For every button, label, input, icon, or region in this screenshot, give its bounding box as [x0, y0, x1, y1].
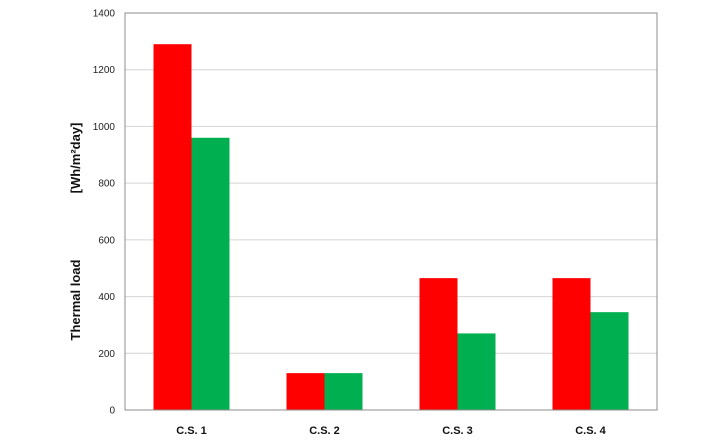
y-tick-label: 800	[98, 179, 115, 190]
bar-series-1	[153, 44, 192, 410]
x-tick-label: C.S. 4	[575, 425, 606, 437]
plot-area-border	[124, 12, 658, 411]
x-axis-ticks: C.S. 1 C.S. 2 C.S. 3 C.S. 4	[176, 425, 606, 437]
bar-series-2	[590, 312, 629, 410]
y-tick-label: 0	[109, 406, 115, 417]
bar-series-2	[191, 137, 230, 410]
y-axis-unit-label: [Wh/m²day]	[68, 123, 83, 194]
y-tick-label: 200	[98, 349, 115, 360]
y-axis-label: Thermal load	[68, 259, 83, 340]
x-tick-label: C.S. 3	[442, 425, 473, 437]
bar-series-2	[324, 373, 363, 410]
y-tick-label: 1000	[93, 122, 116, 133]
bars	[153, 44, 629, 410]
y-axis-unit: [Wh/m²day]	[68, 123, 83, 194]
y-axis-title: Thermal load	[68, 259, 83, 340]
y-tick-label: 400	[98, 292, 115, 303]
bar-series-2	[457, 333, 496, 410]
y-tick-label: 1400	[93, 9, 116, 20]
bar-series-1	[419, 278, 458, 410]
x-tick-label: C.S. 1	[176, 425, 207, 437]
y-axis-ticks: 0 200 400 600 800 1000 1200 1400	[93, 9, 116, 417]
y-tick-label: 1200	[93, 65, 116, 76]
x-tick-label: C.S. 2	[309, 425, 340, 437]
y-tick-label: 600	[98, 235, 115, 246]
bar-series-1	[286, 373, 325, 410]
bar-series-1	[552, 278, 591, 410]
